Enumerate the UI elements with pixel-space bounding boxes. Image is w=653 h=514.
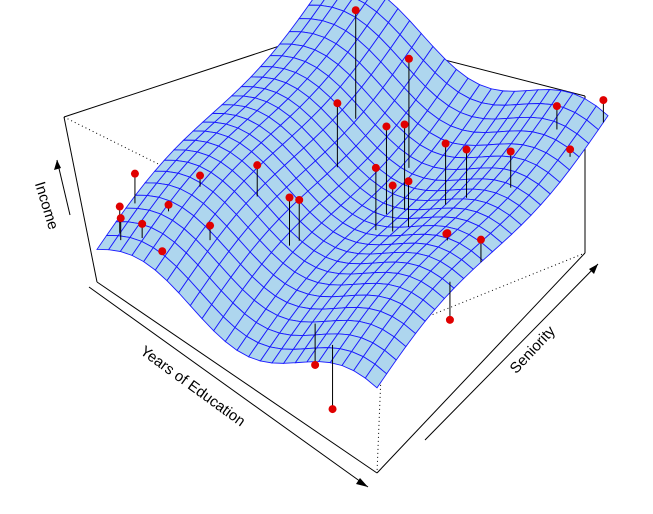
- data-point: [599, 96, 608, 105]
- education-axis-arrowhead: [356, 478, 368, 487]
- box-edge-front-bottom: [96, 281, 378, 474]
- box-edge-back-right: [376, 252, 586, 338]
- x-axis-label: Years of Education: [137, 343, 248, 430]
- data-point: [115, 202, 124, 211]
- box-edge-left-vertical: [63, 116, 98, 283]
- data-point: [462, 145, 471, 154]
- data-point: [253, 161, 262, 170]
- data-point: [196, 171, 205, 180]
- data-point: [441, 139, 450, 148]
- box-edge-right-bottom: [376, 252, 586, 474]
- data-point: [506, 147, 515, 156]
- z-axis-label: Income: [31, 180, 62, 232]
- data-point: [333, 99, 342, 108]
- data-point: [295, 195, 304, 204]
- data-point: [442, 229, 451, 238]
- data-point: [388, 181, 397, 190]
- data-point: [445, 315, 454, 324]
- regression-surface: [96, 0, 609, 389]
- data-point: [552, 102, 561, 111]
- seniority-axis-arrowhead: [589, 264, 598, 274]
- data-points: [115, 6, 608, 414]
- data-point: [164, 200, 173, 209]
- axis-arrows: [54, 159, 599, 488]
- data-point: [404, 54, 413, 63]
- data-point: [116, 214, 125, 223]
- education-axis-arrow: [88, 286, 369, 488]
- data-point: [158, 247, 167, 256]
- seniority-axis-arrow: [424, 263, 599, 441]
- data-point: [476, 235, 485, 244]
- data-point: [566, 145, 575, 154]
- data-point: [400, 120, 409, 129]
- data-point: [382, 122, 391, 131]
- data-point: [130, 169, 139, 178]
- data-point: [371, 163, 380, 172]
- data-point: [351, 6, 360, 15]
- data-point: [138, 219, 147, 228]
- income-axis-arrow: [56, 159, 71, 216]
- income-axis-arrowhead: [54, 160, 61, 170]
- data-point: [404, 177, 413, 186]
- data-point: [285, 193, 294, 202]
- data-point: [328, 405, 337, 414]
- data-point: [311, 360, 320, 369]
- data-point: [206, 221, 215, 230]
- surface-cell: [364, 363, 388, 389]
